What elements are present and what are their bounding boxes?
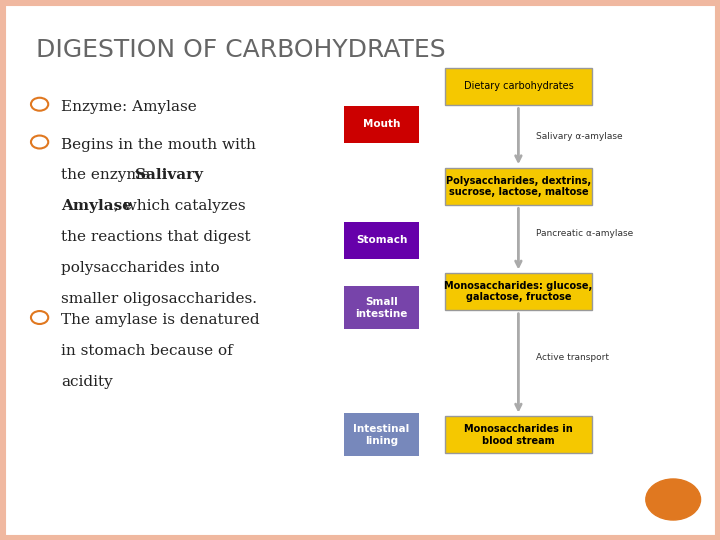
Text: The amylase is denatured: The amylase is denatured — [61, 313, 260, 327]
Text: , which catalyzes: , which catalyzes — [114, 199, 246, 213]
Text: Salivary α-amylase: Salivary α-amylase — [536, 132, 623, 141]
Text: Begins in the mouth with: Begins in the mouth with — [61, 138, 256, 152]
Text: Monosaccharides: glucose,
galactose, fructose: Monosaccharides: glucose, galactose, fru… — [444, 281, 593, 302]
Text: Active transport: Active transport — [536, 353, 609, 362]
FancyBboxPatch shape — [344, 414, 419, 456]
Text: Monosaccharides in
blood stream: Monosaccharides in blood stream — [464, 424, 573, 446]
Text: Intestinal
lining: Intestinal lining — [354, 424, 410, 446]
Text: smaller oligosaccharides.: smaller oligosaccharides. — [61, 292, 257, 306]
FancyBboxPatch shape — [445, 167, 592, 205]
FancyBboxPatch shape — [344, 106, 419, 143]
Text: acidity: acidity — [61, 375, 113, 389]
Text: polysaccharides into: polysaccharides into — [61, 261, 220, 275]
Text: in stomach because of: in stomach because of — [61, 344, 233, 358]
FancyBboxPatch shape — [344, 221, 419, 259]
Text: Small
intestine: Small intestine — [356, 297, 408, 319]
FancyBboxPatch shape — [445, 68, 592, 105]
Text: Stomach: Stomach — [356, 235, 408, 245]
Text: the reactions that digest: the reactions that digest — [61, 230, 251, 244]
Circle shape — [646, 479, 701, 520]
FancyBboxPatch shape — [445, 273, 592, 310]
Text: Enzyme: Amylase: Enzyme: Amylase — [61, 100, 197, 114]
Text: Mouth: Mouth — [363, 119, 400, 129]
Text: Dietary carbohydrates: Dietary carbohydrates — [464, 82, 573, 91]
Text: Salivary: Salivary — [135, 168, 202, 183]
Text: Amylase: Amylase — [61, 199, 132, 213]
Text: the enzyme: the enzyme — [61, 168, 155, 183]
Text: Pancreatic α-amylase: Pancreatic α-amylase — [536, 229, 634, 238]
FancyBboxPatch shape — [344, 286, 419, 329]
FancyBboxPatch shape — [445, 416, 592, 454]
Text: DIGESTION OF CARBOHYDRATES: DIGESTION OF CARBOHYDRATES — [36, 38, 446, 62]
Text: Polysaccharides, dextrins,
sucrose, lactose, maltose: Polysaccharides, dextrins, sucrose, lact… — [446, 176, 591, 197]
